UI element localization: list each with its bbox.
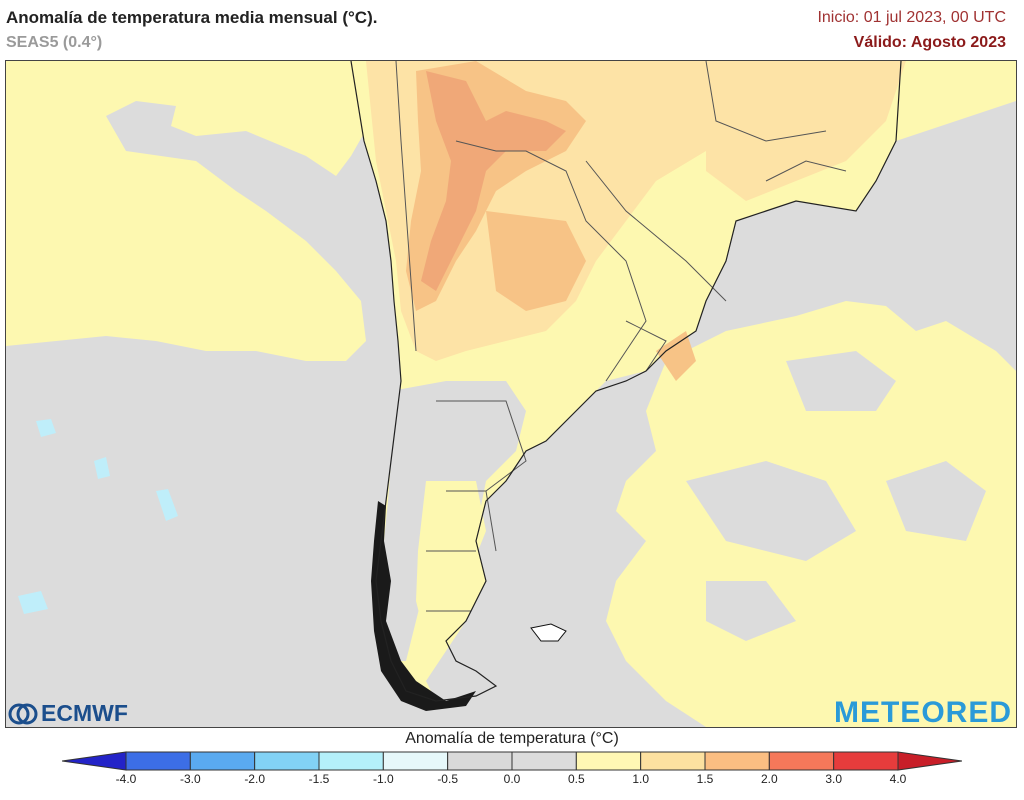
chile-fjords bbox=[371, 501, 476, 711]
colorbar-segment bbox=[575, 751, 642, 771]
colorbar-tick-label: 1.5 bbox=[696, 772, 714, 786]
colorbar-segment bbox=[768, 751, 835, 771]
anomaly-map bbox=[5, 60, 1017, 728]
colorbar-segment bbox=[640, 751, 706, 771]
pacific-warm-region bbox=[6, 61, 376, 361]
cool-patch-3 bbox=[156, 489, 178, 521]
atlantic-neutral-hole-1 bbox=[686, 461, 856, 561]
colorbar-tick-label: -3.0 bbox=[179, 772, 201, 786]
colorbar-tick-label: -2.0 bbox=[244, 772, 265, 786]
cool-patch-4 bbox=[18, 591, 48, 614]
colorbar-tick-label: 2.0 bbox=[760, 772, 778, 786]
country-borders bbox=[395, 61, 847, 612]
cool-patch-2 bbox=[94, 457, 110, 479]
colorbar-low-end bbox=[62, 751, 127, 771]
model-subtitle: SEAS5 (0.4°) bbox=[6, 34, 103, 51]
colorbar-segment bbox=[833, 751, 899, 771]
legend-title: Anomalía de temperatura (°C) bbox=[405, 730, 619, 747]
colorbar-tick-label: -1.5 bbox=[308, 772, 330, 786]
meteored-logo: METEORED bbox=[833, 696, 1012, 729]
colorbar-tick-label: 0.0 bbox=[503, 772, 521, 786]
init-date: Inicio: 01 jul 2023, 00 UTC bbox=[817, 9, 1006, 26]
valid-date: Válido: Agosto 2023 bbox=[853, 34, 1006, 51]
colorbar-tick-label: -0.5 bbox=[437, 772, 458, 786]
uruguay-coast-hot bbox=[656, 331, 696, 381]
continent-outline bbox=[350, 61, 902, 702]
ecmwf-emblem-icon bbox=[8, 703, 38, 724]
atlantic-neutral-hole-3 bbox=[886, 461, 986, 541]
colorbar-tick-label: -4.0 bbox=[115, 772, 137, 786]
colorbar-segment bbox=[382, 751, 449, 771]
falkland-islands bbox=[530, 623, 567, 642]
santa-cruz-warm bbox=[416, 481, 486, 641]
colorbar-tick-label: -1.0 bbox=[372, 772, 394, 786]
colorbar-segment bbox=[447, 751, 513, 771]
atlantic-neutral-hole-2 bbox=[786, 351, 896, 411]
chaco-warmer bbox=[486, 211, 586, 311]
atlantic-neutral-hole-4 bbox=[706, 581, 796, 641]
colorbar-high-end bbox=[897, 751, 962, 771]
colorbar-tick-label: 3.0 bbox=[825, 772, 842, 786]
colorbar-tick-label: 0.5 bbox=[567, 772, 585, 786]
colorbar-segment bbox=[511, 751, 577, 771]
colorbar-tick-label: 4.0 bbox=[889, 772, 907, 786]
colorbar-segment bbox=[189, 751, 256, 771]
colorbar-tick-label: 1.0 bbox=[632, 772, 649, 786]
colorbar-segment bbox=[318, 751, 384, 771]
colorbar bbox=[62, 751, 962, 771]
map-title: Anomalía de temperatura media mensual (°… bbox=[6, 8, 378, 27]
ecmwf-logo: ECMWF bbox=[8, 700, 128, 727]
brazil-warm bbox=[706, 61, 906, 201]
andes-hotter bbox=[421, 71, 566, 291]
colorbar-segment bbox=[125, 751, 191, 771]
cool-patch-1 bbox=[36, 419, 56, 437]
colorbar-segment bbox=[704, 751, 770, 771]
colorbar-segment bbox=[254, 751, 320, 771]
ecmwf-logo-text: ECMWF bbox=[41, 700, 128, 726]
